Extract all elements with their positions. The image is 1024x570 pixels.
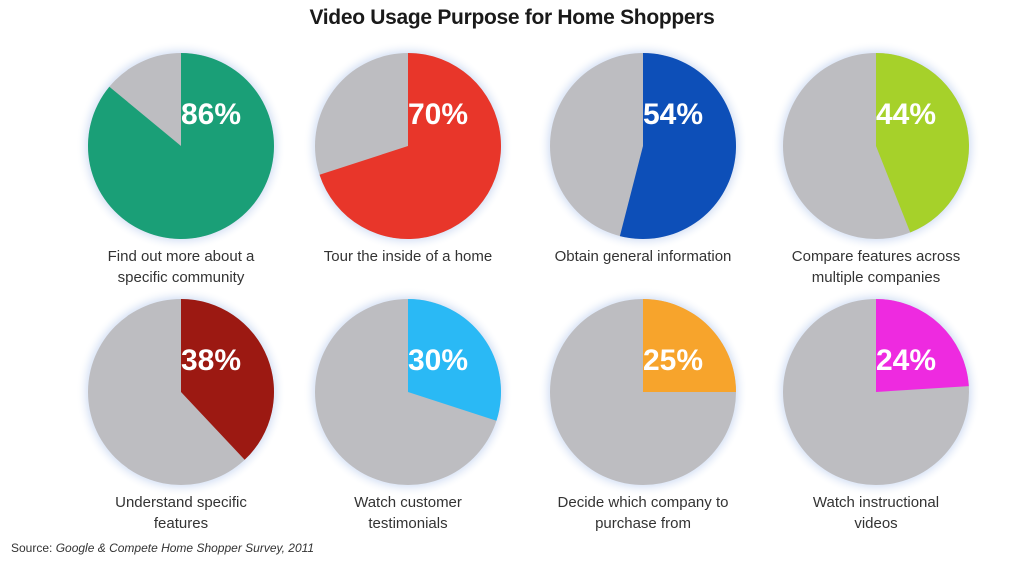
source-text: Google & Compete Home Shopper Survey, 20…	[55, 541, 315, 555]
category-label-compare-features-across-multiple-companies: Compare features across multiple companie…	[766, 246, 986, 288]
category-label-line: videos	[854, 515, 898, 532]
value-label-compare-features-across-multiple-companies: 44%	[876, 98, 936, 131]
category-label-line: Decide which company to	[557, 494, 729, 511]
pie-slice-find-out-more-about-a-specific-community	[88, 53, 274, 239]
category-label-line: multiple companies	[811, 269, 941, 286]
value-label-watch-instructional-videos: 24%	[876, 344, 936, 377]
value-label-tour-the-inside-of-a-home: 70%	[408, 98, 468, 131]
value-label-find-out-more-about-a-specific-community: 86%	[181, 98, 241, 131]
category-label-watch-instructional-videos: Watch instructional videos	[766, 492, 986, 534]
category-label-line: purchase from	[595, 515, 691, 532]
category-label-watch-customer-testimonials: Watch customer testimonials	[298, 492, 518, 534]
category-label-obtain-general-information: Obtain general information	[533, 246, 753, 267]
category-label-find-out-more-about-a-specific-community: Find out more about a specific community	[71, 246, 291, 288]
pie-slice-watch-instructional-videos	[876, 299, 969, 392]
chart-title: Video Usage Purpose for Home Shoppers	[309, 6, 715, 29]
source-prefix: Source:	[11, 541, 56, 555]
category-label-line: Find out more about a	[107, 248, 255, 265]
category-label-line: Tour the inside of a home	[323, 248, 493, 265]
pie-slice-decide-which-company-to-purchase-from	[643, 299, 736, 392]
value-label-decide-which-company-to-purchase-from: 25%	[643, 344, 703, 377]
pie-slice-compare-features-across-multiple-companies	[876, 53, 969, 233]
pie-slice-obtain-general-information	[619, 53, 737, 240]
category-label-line: Obtain general information	[554, 248, 732, 265]
value-label-obtain-general-information: 54%	[643, 98, 703, 131]
category-label-line: Watch instructional	[812, 494, 940, 511]
category-label-decide-which-company-to-purchase-from: Decide which company to purchase from	[533, 492, 753, 534]
pie-slice-tour-the-inside-of-a-home	[319, 53, 501, 239]
category-label-understand-specific-features: Understand specific features	[71, 492, 291, 534]
pie-slice-watch-customer-testimonials	[408, 299, 501, 421]
category-label-tour-the-inside-of-a-home: Tour the inside of a home	[298, 246, 518, 267]
category-label-line: testimonials	[368, 515, 448, 532]
category-label-line: Compare features across	[791, 248, 961, 265]
source-note: Source: Google & Compete Home Shopper Su…	[11, 541, 314, 555]
value-label-watch-customer-testimonials: 30%	[408, 344, 468, 377]
category-label-line: features	[153, 515, 209, 532]
category-label-line: Watch customer	[354, 494, 462, 511]
category-label-line: Understand specific	[115, 494, 247, 511]
pie-slice-understand-specific-features	[181, 299, 274, 460]
category-label-line: specific community	[117, 269, 245, 286]
value-label-understand-specific-features: 38%	[181, 344, 241, 377]
